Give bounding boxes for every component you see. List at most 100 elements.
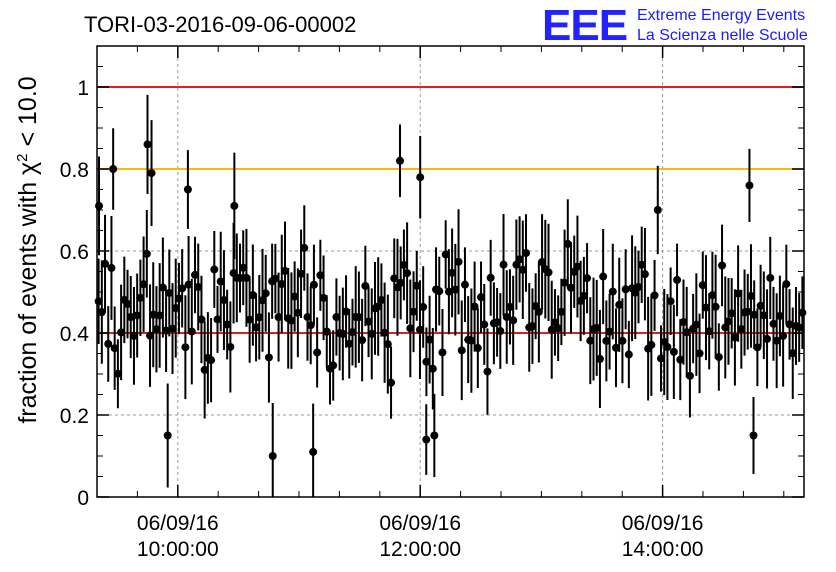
point-marker [213, 315, 222, 324]
point-marker [248, 291, 257, 300]
point-marker [701, 303, 710, 312]
point-marker [499, 260, 508, 269]
point-marker [711, 302, 720, 311]
data-point [322, 295, 331, 368]
point-marker [560, 278, 569, 287]
point-marker [367, 329, 376, 338]
point-marker [430, 431, 439, 440]
point-marker [673, 275, 682, 284]
point-marker [605, 327, 614, 336]
point-marker [345, 339, 354, 348]
data-point [396, 124, 404, 198]
data-point [354, 271, 363, 363]
data-point [745, 148, 754, 222]
data-point [258, 248, 267, 352]
data-point [200, 321, 209, 419]
data-point [197, 275, 206, 364]
data-point [142, 210, 151, 298]
data-point [107, 215, 116, 320]
data-point [191, 236, 200, 314]
data-point [563, 199, 572, 289]
data-point [721, 276, 730, 379]
data-point [692, 273, 701, 376]
point-marker [460, 280, 469, 289]
data-point [640, 227, 649, 321]
point-marker [586, 336, 595, 345]
data-point [306, 286, 315, 365]
point-marker [444, 287, 453, 296]
data-point [673, 243, 682, 317]
data-point [695, 313, 704, 394]
data-point [152, 286, 161, 373]
point-marker [698, 281, 707, 290]
point-marker [309, 447, 318, 456]
point-marker [451, 285, 460, 294]
point-marker [676, 355, 685, 364]
data-point [345, 308, 354, 379]
data-point [718, 224, 727, 307]
point-marker [650, 291, 659, 300]
point-marker [223, 320, 232, 329]
data-point [129, 286, 138, 385]
point-marker [403, 269, 412, 278]
data-point [772, 293, 781, 389]
point-marker [383, 340, 392, 349]
data-point [396, 246, 405, 320]
data-point [685, 334, 694, 418]
data-point [769, 286, 778, 361]
data-point [477, 261, 486, 333]
y-axis-label-prefix: fraction of events with [14, 175, 42, 424]
x-tick-label-time: 10:00:00 [137, 538, 219, 561]
point-marker [396, 156, 404, 165]
point-marker [168, 324, 177, 333]
data-point [444, 249, 453, 335]
point-marker [557, 307, 566, 316]
data-point [711, 254, 720, 359]
point-marker [663, 342, 672, 351]
data-point [377, 263, 386, 337]
point-marker [518, 265, 527, 274]
point-marker [692, 320, 701, 329]
data-point [123, 269, 132, 339]
point-marker [113, 369, 122, 378]
data-point [252, 293, 261, 362]
data-point [743, 273, 752, 350]
data-point [184, 236, 193, 334]
point-marker [425, 335, 434, 344]
point-marker [705, 327, 714, 336]
data-point [403, 222, 412, 324]
data-point [332, 278, 341, 356]
data-point [483, 328, 492, 415]
x-tick-label-time: 14:00:00 [622, 538, 704, 561]
point-marker [109, 165, 118, 173]
point-marker [486, 273, 495, 282]
data-point [146, 284, 155, 387]
point-marker [795, 323, 804, 332]
data-point [480, 284, 489, 365]
point-marker [653, 206, 662, 214]
point-marker [219, 296, 228, 305]
data-point [502, 270, 511, 364]
point-marker [271, 274, 280, 283]
point-marker [595, 354, 604, 363]
data-point [194, 243, 203, 331]
y-axis: 0 0.2 0.4 0.6 0.8 1 [60, 45, 804, 510]
y-tick-label: 0.2 [60, 405, 89, 428]
data-point [435, 256, 444, 326]
point-marker [183, 185, 192, 194]
data-point [653, 165, 662, 255]
point-marker [207, 356, 216, 365]
data-point [473, 308, 482, 388]
data-point [367, 288, 376, 380]
data-point [412, 250, 421, 321]
y-tick-label: 1 [77, 77, 89, 100]
data-point [759, 271, 768, 360]
data-point [415, 280, 424, 380]
point-marker [261, 289, 270, 298]
point-marker [734, 289, 743, 298]
point-marker [775, 311, 784, 320]
point-marker [419, 302, 428, 311]
data-point [679, 279, 688, 365]
point-marker [669, 347, 678, 356]
data-point [271, 243, 280, 314]
